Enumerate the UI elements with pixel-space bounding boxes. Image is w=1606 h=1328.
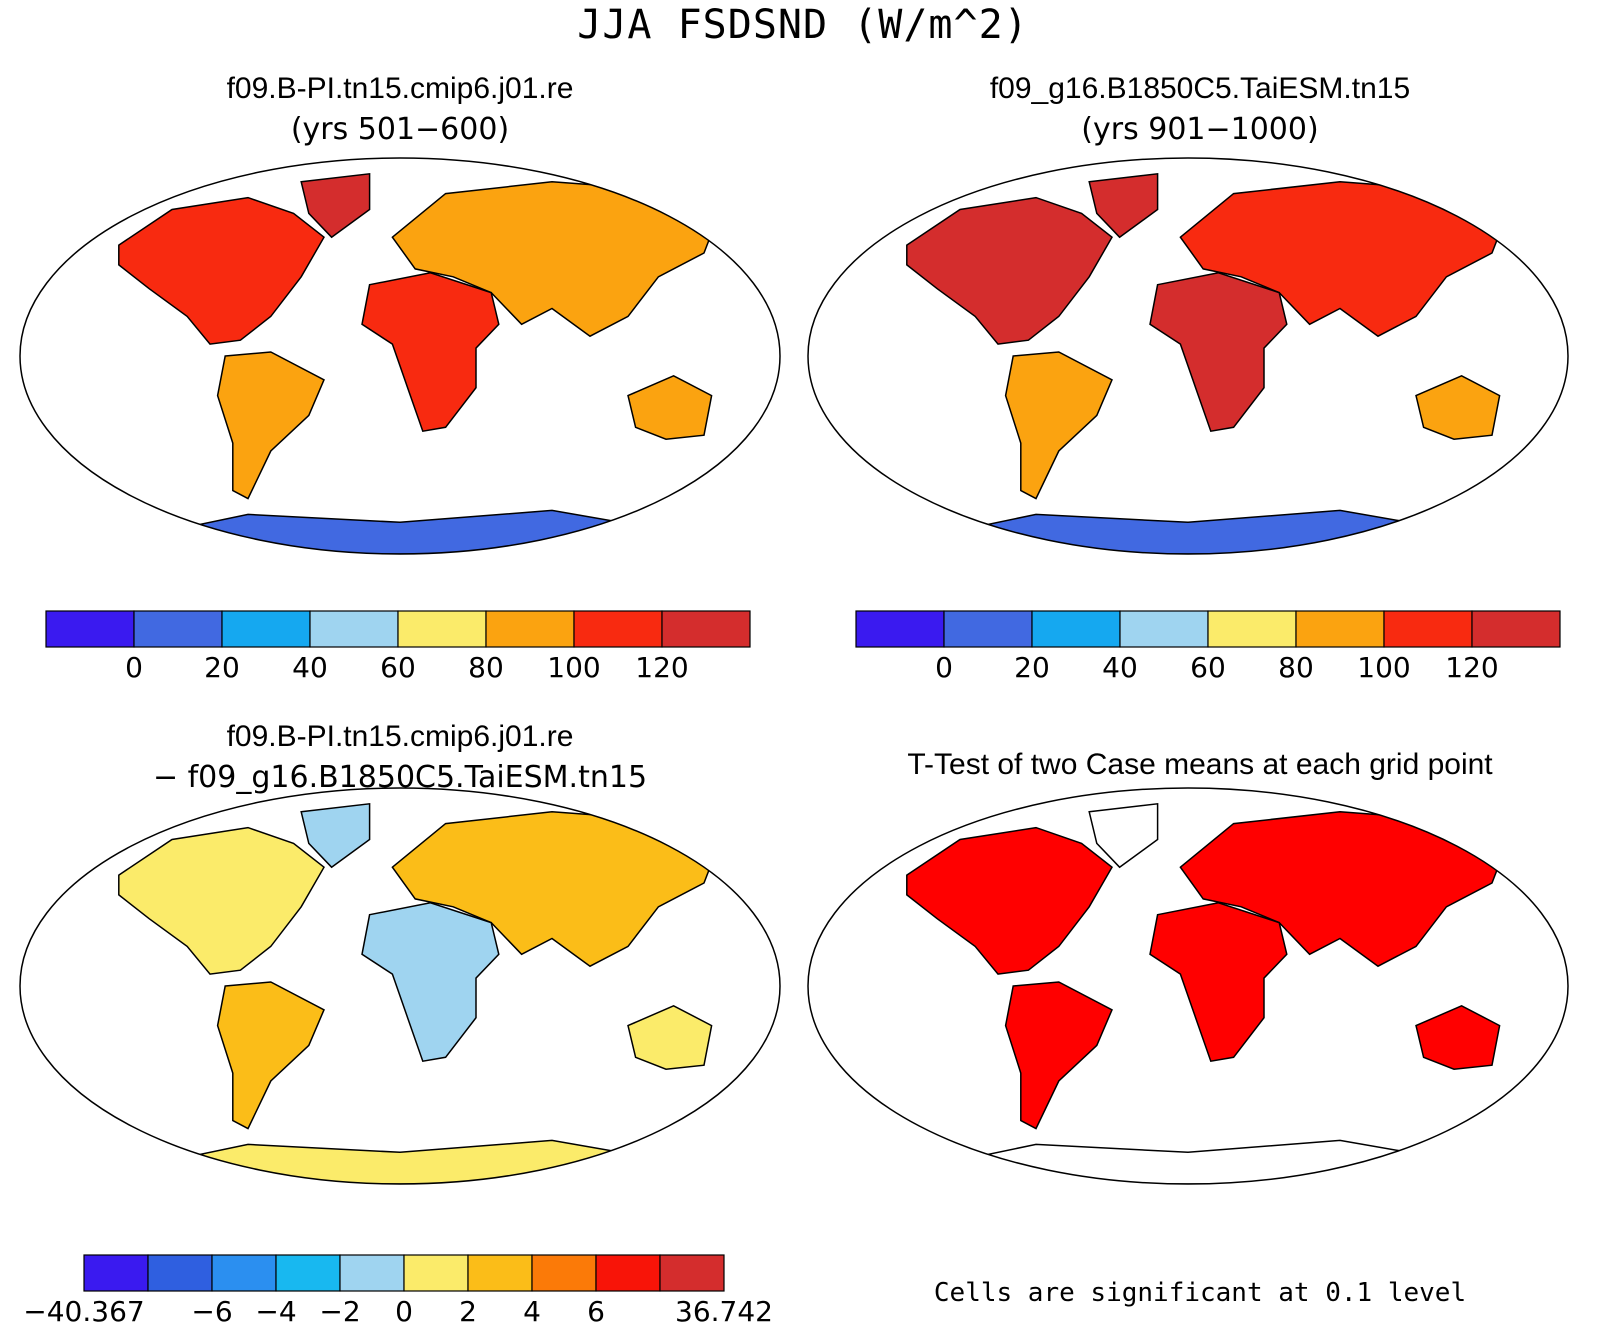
colorbar-tick-label: 100	[1357, 651, 1411, 684]
continent-australia	[627, 374, 713, 440]
colorbar-top-right	[855, 610, 1561, 648]
continent-samerica	[216, 351, 325, 500]
map-border	[19, 157, 781, 555]
colorbar-swatch	[397, 610, 487, 648]
colorbar-swatch	[1295, 610, 1385, 648]
colorbar-swatch	[309, 610, 399, 648]
map-panel-top-right	[807, 157, 1569, 555]
colorbar-swatch	[855, 610, 945, 648]
colorbar-tick-label: −2	[319, 1295, 361, 1328]
colorbar-tick-label: 60	[1190, 651, 1226, 684]
map-panel-bottom-left	[19, 787, 781, 1185]
colorbar-tick-label: 0	[395, 1295, 413, 1328]
figure-title: JJA FSDSND (W/m^2)	[577, 2, 1029, 48]
colorbar-tick-label: 80	[1278, 651, 1314, 684]
colorbar-swatch	[531, 1254, 597, 1292]
panel-title-bottom-right: T-Test of two Case means at each grid po…	[907, 748, 1493, 781]
colorbar-top-left	[45, 610, 751, 648]
colorbar-tick-label: 40	[292, 651, 328, 684]
panel-title-top-left: f09.B-PI.tn15.cmip6.j01.re	[226, 72, 574, 105]
colorbar-swatch	[83, 1254, 149, 1292]
colorbar-tick-label: 4	[523, 1295, 541, 1328]
continent-namerica	[118, 826, 325, 975]
colorbar-swatch	[1471, 610, 1561, 648]
colorbar-tick-label: 60	[380, 651, 416, 684]
colorbar-tick-label: 20	[1014, 651, 1050, 684]
colorbar-tick-label: 20	[204, 651, 240, 684]
colorbar-swatch	[221, 610, 311, 648]
map-panel-top-left	[19, 157, 781, 555]
continent-greenland	[1088, 172, 1159, 239]
colorbar-top-left	[0, 0, 1, 1]
colorbar-tick-label: 6	[587, 1295, 605, 1328]
map-panel-bottom-right	[807, 787, 1569, 1185]
colorbar-tick-label: −4	[255, 1295, 297, 1328]
continent-greenland	[300, 802, 371, 869]
colorbar-swatch	[1383, 610, 1473, 648]
colorbar-tick-label: 2	[459, 1295, 477, 1328]
colorbar-swatch	[133, 610, 223, 648]
map-border	[807, 157, 1569, 555]
colorbar-swatch	[1119, 610, 1209, 648]
continent-samerica	[1004, 351, 1113, 500]
map-border	[19, 787, 781, 1185]
colorbar-swatch	[211, 1254, 277, 1292]
panel-subtitle-top-left: (yrs 501−600)	[290, 112, 510, 147]
colorbar-swatch	[275, 1254, 341, 1292]
map-border	[807, 787, 1569, 1185]
panel-title-top-right: f09_g16.B1850C5.TaiESM.tn15	[989, 72, 1411, 105]
continent-samerica	[1004, 981, 1113, 1130]
colorbar-swatch	[661, 610, 751, 648]
continent-africa	[361, 272, 500, 433]
colorbar-swatch	[943, 610, 1033, 648]
continent-africa	[361, 902, 500, 1063]
continent-greenland	[300, 172, 371, 239]
continent-samerica	[216, 981, 325, 1130]
colorbar-swatch	[659, 1254, 725, 1292]
continent-africa	[1149, 272, 1288, 433]
colorbar-tick-label: 36.742	[675, 1295, 773, 1328]
colorbar-swatch	[467, 1254, 533, 1292]
colorbar-bottom-left	[83, 1254, 725, 1292]
colorbar-swatch	[573, 610, 663, 648]
colorbar-tick-label: 100	[547, 651, 601, 684]
colorbar-swatch	[339, 1254, 405, 1292]
colorbar-swatch	[45, 610, 135, 648]
continent-australia	[1415, 1004, 1501, 1070]
panel-title-bottom-left: f09.B-PI.tn15.cmip6.j01.re	[226, 720, 574, 753]
colorbar-tick-label: 40	[1102, 651, 1138, 684]
colorbar-tick-label: 0	[935, 651, 953, 684]
continent-africa	[1149, 902, 1288, 1063]
continent-namerica	[118, 196, 325, 345]
colorbar-swatch	[485, 610, 575, 648]
colorbar-tick-label: 120	[1445, 651, 1499, 684]
colorbar-tick-label: −40.367	[23, 1295, 145, 1328]
panel-subtitle-top-right: (yrs 901−1000)	[1081, 112, 1319, 147]
colorbar-swatch	[1031, 610, 1121, 648]
continent-namerica	[906, 826, 1113, 975]
colorbar-swatch	[403, 1254, 469, 1292]
continent-namerica	[906, 196, 1113, 345]
colorbar-tick-label: 0	[125, 651, 143, 684]
colorbar-tick-label: 120	[635, 651, 689, 684]
colorbar-tick-label: 80	[468, 651, 504, 684]
significance-footnote: Cells are significant at 0.1 level	[933, 1278, 1467, 1308]
colorbar-tick-label: −6	[191, 1295, 233, 1328]
continent-australia	[1415, 374, 1501, 440]
colorbar-swatch	[147, 1254, 213, 1292]
continent-australia	[627, 1004, 713, 1070]
colorbar-swatch	[1207, 610, 1297, 648]
colorbar-swatch	[595, 1254, 661, 1292]
continent-greenland	[1088, 802, 1159, 869]
